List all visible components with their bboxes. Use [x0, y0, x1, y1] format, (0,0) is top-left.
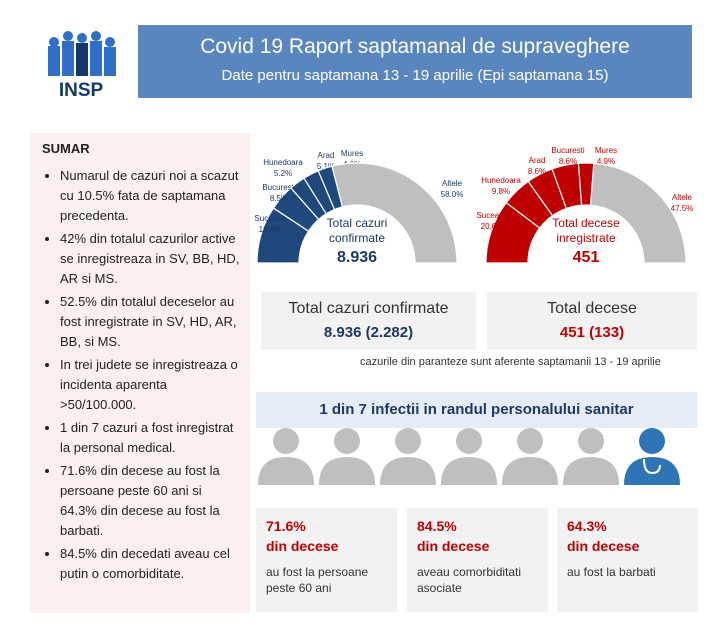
slice-value: 5.2% [274, 169, 292, 178]
stat-percent: 64.3% [567, 518, 607, 534]
summary-item: 52.5% din totalul deceselor au fost inre… [60, 292, 242, 352]
report-header: Covid 19 Raport saptamanal de supraveghe… [138, 25, 692, 98]
slice-value: 20.6% [481, 222, 504, 231]
stethoscope-icon [643, 458, 661, 475]
slice-altele [331, 162, 458, 264]
slice-label: Suceava [476, 211, 508, 220]
slice-label: Arad [318, 151, 335, 160]
person-body [502, 457, 558, 485]
slice-value: 4.9% [597, 157, 615, 166]
medical-staff-banner: 1 din 7 infectii in randul personalului … [256, 392, 697, 428]
stat-description: au fost la barbati [567, 565, 656, 579]
summary-item: 84.5% din decedati aveau cel putin o com… [60, 544, 242, 584]
slice-label: Suceava [254, 214, 286, 223]
person-head [639, 428, 665, 454]
person-body [319, 457, 375, 485]
stat-label: din decese [417, 538, 490, 554]
person-head [517, 428, 543, 454]
person-icon [380, 428, 436, 485]
chart-total: 8.936 [337, 249, 377, 266]
stat-label: din decese [266, 538, 339, 554]
person-head [273, 428, 299, 454]
stat-label: din decese [567, 538, 640, 554]
slice-label: Mures [341, 149, 363, 158]
person-body [563, 457, 619, 485]
slice-label: Mures [595, 146, 617, 155]
stat-box: 64.3% din decese au fost la barbati [557, 508, 698, 612]
slice-label: Arad [529, 156, 546, 165]
slice-label: Hunedoara [481, 176, 521, 185]
chart-title: confirmate [329, 231, 385, 245]
stat-box: 84.5% din decese aveau comorbiditati aso… [407, 508, 548, 612]
totals-note: cazurile din paranteze sunt aferente sap… [360, 356, 661, 368]
stat-description: au fost la persoane peste 60 ani [266, 565, 369, 595]
slice-value: 5.1% [317, 162, 335, 171]
people-icons [258, 428, 680, 485]
summary-item: In trei judete se inregistreaza o incide… [60, 355, 242, 415]
insp-logo: INSP [40, 28, 122, 101]
total-cases-box: Total cazuri confirmate 8.936 (2.282) [261, 292, 476, 350]
slice-value: 58.0% [441, 190, 464, 199]
person-icon [441, 428, 497, 485]
person-body [624, 457, 680, 485]
total-cases-label: Total cazuri confirmate [288, 300, 449, 317]
slice-value: 9.8% [492, 187, 510, 196]
person-icon [258, 428, 314, 485]
stat-percent: 84.5% [417, 518, 457, 534]
stat-box: 71.6% din decese au fost la persoane pes… [256, 508, 397, 612]
medical-worker-icon [624, 428, 680, 485]
person-head [334, 428, 360, 454]
summary-item: Numarul de cazuri noi a scazut cu 10.5% … [60, 166, 242, 226]
person-icon [319, 428, 375, 485]
summary-item: 71.6% din decese au fost la persoane pes… [60, 461, 242, 541]
slice-label: Bucuresti [262, 183, 296, 192]
summary-panel: SUMAR Numarul de cazuri noi a scazut cu … [30, 133, 250, 613]
person-body [380, 457, 436, 485]
slice-value: 8.6% [528, 167, 546, 176]
slice-label: Bucuresti [551, 146, 585, 155]
report-title: Covid 19 Raport saptamanal de supraveghe… [200, 35, 630, 58]
person-icon [563, 428, 619, 485]
person-body [258, 457, 314, 485]
total-deaths-value: 451 (133) [559, 324, 625, 341]
person-head [578, 428, 604, 454]
person-icon [502, 428, 558, 485]
slice-label: Altele [442, 179, 463, 188]
chart-total: 451 [573, 249, 600, 266]
gauge-charts: Suceava 18.5% Bucuresti 8.5% Hunedoara 5.2% Ar… [254, 146, 694, 266]
slice-value: 47.5% [671, 204, 694, 213]
slice-value: 8.6% [559, 157, 577, 166]
stat-percent: 71.6% [266, 518, 306, 534]
slice-value: 18.5% [259, 225, 282, 234]
chart-title: Total cazuri [327, 216, 388, 230]
summary-title: SUMAR [42, 141, 90, 156]
report-subtitle: Date pentru saptamana 13 - 19 aprilie (E… [221, 67, 609, 84]
chart-title: Total decese [552, 216, 620, 230]
total-cases-value: 8.936 (2.282) [323, 324, 414, 341]
person-head [395, 428, 421, 454]
slice-label: Hunedoara [263, 158, 303, 167]
chart-title: inregistrate [556, 231, 616, 245]
summary-item: 1 din 7 cazuri a fost inregistrat la per… [60, 418, 242, 458]
slice-value: 8.5% [270, 194, 288, 203]
person-head [456, 428, 482, 454]
total-deaths-label: Total decese [547, 300, 637, 317]
logo-text: INSP [59, 80, 104, 100]
slice-altele [589, 162, 687, 264]
slice-label: Altele [672, 193, 693, 202]
stat-description: aveau comorbiditati asociate [417, 565, 522, 595]
person-body [441, 457, 497, 485]
total-deaths-box: Total decese 451 (133) [487, 292, 697, 350]
summary-item: 42% din totalul cazurilor active se inre… [60, 229, 242, 289]
